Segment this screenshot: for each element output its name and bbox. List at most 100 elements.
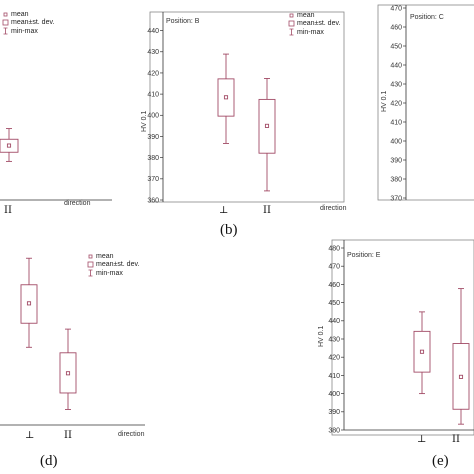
y-tick-label: 470	[390, 5, 402, 12]
y-tick-label: 390	[390, 157, 402, 164]
panel-c-y-ticks: 370 380 390 400 410 420 430 440 450 460 470	[390, 5, 406, 202]
sd-box	[59, 352, 77, 394]
panel-d-boxes	[20, 257, 77, 410]
y-tick-label: 390	[147, 134, 159, 141]
y-tick-label: 460	[390, 24, 402, 31]
legend-minmax-icon	[3, 27, 8, 35]
sd-box	[258, 98, 276, 154]
mean-marker	[419, 349, 425, 354]
panel-e-caption: (e)	[432, 453, 449, 469]
legend-minmax-icon	[88, 269, 93, 277]
legend-minmax-label: min-max	[297, 29, 324, 36]
legend-minmax-label: min-max	[96, 270, 123, 277]
y-tick-label: 460	[328, 282, 340, 289]
y-tick-label: 410	[147, 92, 159, 99]
y-tick-label: 420	[147, 70, 159, 77]
legend-mean-label: mean	[297, 12, 315, 19]
y-tick-label: 380	[390, 176, 402, 183]
box-2	[0, 128, 19, 162]
panel-b-ylabel: HV 0.1	[141, 110, 148, 132]
panel-e-y-ticks: 380 390 400 410 420 430 440 450 460 470 480	[328, 245, 344, 434]
y-tick-label: 480	[328, 245, 340, 252]
y-tick-label: 400	[147, 113, 159, 120]
panel-a-legend: mean mean±st. dev. min-max	[2, 11, 54, 35]
legend-sd-label: mean±st. dev.	[11, 19, 54, 26]
panel-b-xlabel: direction	[320, 205, 347, 212]
panel-a-category-2: II	[4, 205, 12, 216]
y-tick-label: 380	[147, 155, 159, 162]
panel-e: Position: E HV 0.1 380 390 400 410 420 430 440…	[318, 239, 474, 469]
panel-c: Position: C HV 0.1 370 380 390 400 410 420 430…	[377, 4, 474, 202]
box-2	[258, 77, 276, 192]
sd-box	[217, 78, 235, 117]
y-tick-label: 420	[390, 100, 402, 107]
y-tick-label: 410	[390, 119, 402, 126]
panel-e-boxes	[413, 288, 470, 425]
mean-marker	[65, 371, 71, 376]
legend-mean-icon	[3, 12, 8, 17]
panel-e-category-1: ⊥	[417, 434, 426, 445]
sd-box	[452, 343, 470, 410]
box-1	[413, 311, 431, 395]
legend-sd-icon	[87, 261, 94, 268]
legend-sd-icon	[2, 19, 9, 26]
y-tick-label: 430	[328, 336, 340, 343]
legend-sd-icon	[288, 20, 295, 27]
box-2	[452, 288, 470, 425]
legend-sd-label: mean±st. dev.	[297, 20, 340, 27]
y-tick-label: 450	[328, 300, 340, 307]
panel-c-ylabel: HV 0.1	[381, 90, 388, 112]
panel-d-category-2: II	[64, 430, 72, 441]
panel-b-title: Position: B	[166, 18, 200, 25]
panel-e-title: Position: E	[347, 252, 381, 259]
y-tick-label: 410	[328, 373, 340, 380]
y-tick-label: 440	[390, 62, 402, 69]
sd-box	[413, 330, 431, 373]
panel-c-title: Position: C	[410, 14, 444, 21]
legend-mean-icon	[88, 254, 93, 259]
y-tick-label: 450	[390, 43, 402, 50]
legend-minmax-label: min-max	[11, 28, 38, 35]
mean-marker	[458, 374, 464, 379]
panel-b-y-ticks: 360 370 380 390 400 410 420 430 440	[147, 28, 163, 204]
panel-d-caption: (d)	[40, 453, 58, 469]
mean-marker	[264, 123, 270, 128]
panel-b-category-2: II	[263, 205, 271, 216]
legend-mean-label: mean	[96, 253, 114, 260]
mean-marker	[6, 143, 12, 148]
panel-a-xlabel: direction	[64, 200, 91, 207]
panel-c-frame	[377, 4, 474, 201]
panel-d: mean mean±st. dev. min-max ⊥ II directio…	[0, 253, 145, 469]
panel-e-frame	[331, 239, 474, 436]
y-tick-label: 430	[147, 49, 159, 56]
y-tick-label: 440	[328, 318, 340, 325]
y-tick-label: 400	[390, 138, 402, 145]
box-1	[217, 53, 235, 144]
panel-b: Position: B HV 0.1 360 370 380 390 400 410 420…	[141, 11, 347, 238]
box-1	[20, 257, 38, 348]
y-tick-label: 360	[147, 197, 159, 204]
panel-b-legend: mean mean±st. dev. min-max	[288, 12, 340, 36]
panel-a: direction mean mean±st. dev. min-max II	[0, 11, 112, 216]
y-tick-label: 370	[147, 176, 159, 183]
y-tick-label: 470	[328, 264, 340, 271]
mean-marker	[223, 95, 229, 100]
y-tick-label: 400	[328, 391, 340, 398]
panel-b-boxes	[217, 53, 276, 192]
legend-sd-label: mean±st. dev.	[96, 261, 139, 268]
legend-mean-label: mean	[11, 11, 29, 18]
panel-b-frame	[149, 11, 345, 203]
legend-minmax-icon	[289, 28, 294, 36]
y-tick-label: 440	[147, 28, 159, 35]
panel-d-category-1: ⊥	[25, 430, 34, 441]
legend-mean-icon	[289, 13, 294, 18]
y-tick-label: 430	[390, 81, 402, 88]
mean-marker	[26, 301, 32, 306]
panel-d-xlabel: direction	[118, 431, 145, 438]
y-tick-label: 380	[328, 427, 340, 434]
panel-b-category-1: ⊥	[219, 205, 228, 216]
panel-e-ylabel: HV 0.1	[318, 325, 325, 347]
panel-d-legend: mean mean±st. dev. min-max	[87, 253, 139, 277]
panel-e-category-2: II	[452, 434, 460, 445]
